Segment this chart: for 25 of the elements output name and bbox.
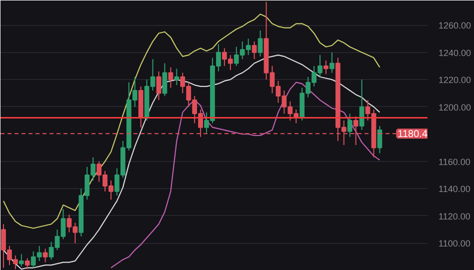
y-tick-label: 1260.00 — [438, 20, 472, 31]
candlestick — [330, 52, 334, 74]
line-series — [2, 54, 380, 270]
y-tick-label: 1140.00 — [438, 184, 470, 194]
y-tick-label: 1160.00 — [438, 156, 470, 167]
candlestick — [258, 30, 263, 57]
candlestick — [377, 125, 382, 154]
y-tick-label: 1220.00 — [438, 75, 472, 86]
ref-line-label: 1180.4 — [398, 129, 428, 140]
y-tick-label: 1120.00 — [438, 211, 470, 222]
y-tick-label: 1200.00 — [438, 102, 472, 112]
y-tick-label: 1100.00 — [438, 238, 470, 249]
candlestick — [156, 70, 162, 101]
candlestick — [252, 40, 257, 60]
candlestick — [324, 60, 328, 75]
line-series — [2, 14, 380, 229]
candlestick — [42, 248, 48, 263]
candlestick — [168, 66, 174, 88]
candlestick — [162, 62, 168, 96]
line-series — [110, 82, 380, 268]
y-tick-label: 1240.00 — [438, 48, 472, 58]
candlestick — [347, 113, 352, 138]
candlestick — [18, 254, 24, 267]
candlestick — [24, 258, 30, 270]
candlestick — [174, 68, 180, 86]
